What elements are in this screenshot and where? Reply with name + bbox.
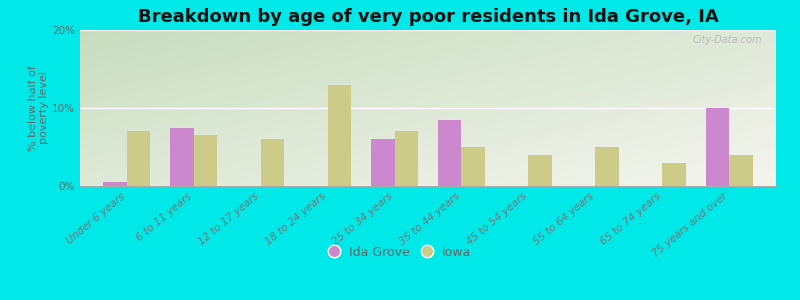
Bar bbox=[462, 147, 485, 186]
Y-axis label: % below half of
poverty level: % below half of poverty level bbox=[28, 65, 50, 151]
Bar bbox=[729, 155, 753, 186]
Title: Breakdown by age of very poor residents in Ida Grove, IA: Breakdown by age of very poor residents … bbox=[138, 8, 718, 26]
Bar bbox=[438, 120, 462, 186]
Bar bbox=[103, 182, 127, 186]
Bar bbox=[261, 139, 284, 186]
Bar bbox=[328, 85, 351, 186]
Bar bbox=[662, 163, 686, 186]
Text: City-Data.com: City-Data.com bbox=[693, 35, 762, 45]
Bar bbox=[127, 131, 150, 186]
Bar bbox=[371, 139, 394, 186]
Bar bbox=[170, 128, 194, 186]
Legend: Ida Grove, Iowa: Ida Grove, Iowa bbox=[324, 241, 476, 264]
Bar bbox=[528, 155, 552, 186]
Bar bbox=[394, 131, 418, 186]
Bar bbox=[595, 147, 618, 186]
Bar bbox=[194, 135, 217, 186]
Bar bbox=[706, 108, 729, 186]
